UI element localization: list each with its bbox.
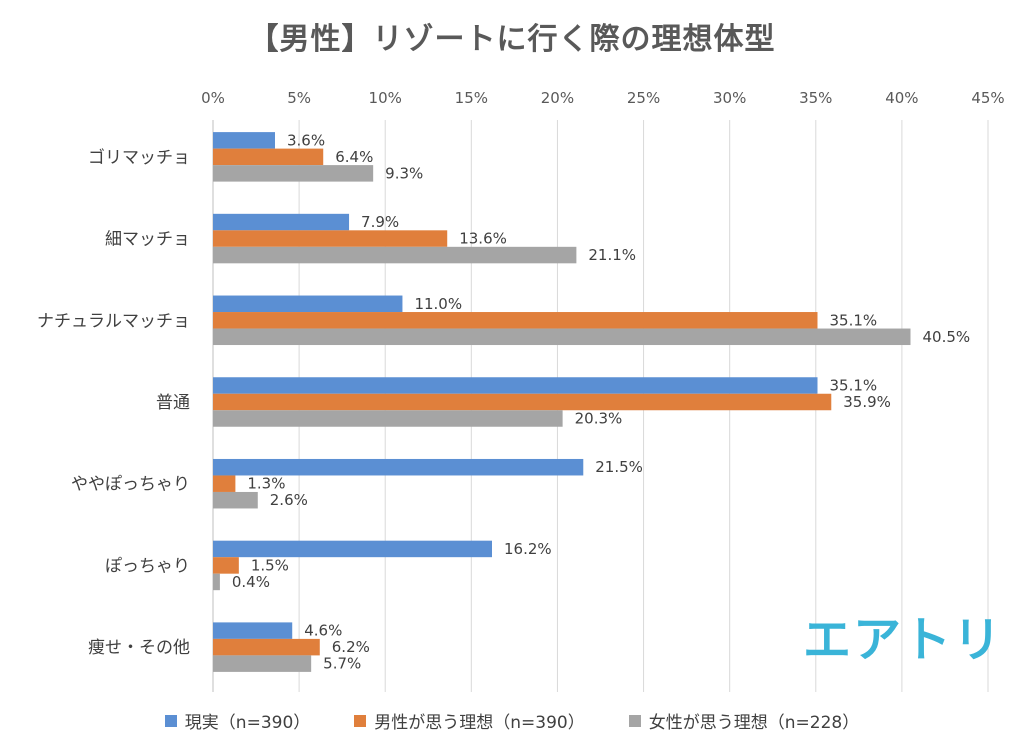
data-label: 11.0% <box>414 295 462 313</box>
data-label: 0.4% <box>232 573 270 591</box>
data-label: 35.9% <box>843 393 891 411</box>
category-label: 痩せ・その他 <box>88 638 190 658</box>
category-label: ナチュラルマッチョ <box>37 311 190 331</box>
x-tick-label: 10% <box>369 89 402 107</box>
legend-label: 男性が思う理想（n=390） <box>374 713 585 733</box>
bar <box>213 655 312 672</box>
data-label: 21.1% <box>588 246 636 264</box>
bar <box>213 491 258 509</box>
bar <box>213 148 324 166</box>
data-label: 21.5% <box>595 458 643 476</box>
brand-logo: エアトリ <box>803 612 1004 668</box>
legend-label: 現実（n=390） <box>184 713 311 733</box>
bar <box>213 622 293 639</box>
data-label: 5.7% <box>323 655 361 673</box>
bar <box>213 246 577 264</box>
x-tick-label: 25% <box>627 89 660 107</box>
legend-label: 女性が思う理想（n=228） <box>648 713 860 733</box>
bar <box>213 377 818 394</box>
data-label: 35.1% <box>830 311 878 329</box>
legend-swatch <box>354 714 367 727</box>
bar <box>213 573 220 591</box>
data-label: 4.6% <box>304 622 342 640</box>
category-label: ぽっちゃり <box>105 556 190 576</box>
data-label: 2.6% <box>270 491 308 509</box>
data-label: 9.3% <box>385 164 423 182</box>
bar <box>213 410 563 427</box>
bar <box>213 557 239 574</box>
x-tick-label: 0% <box>201 89 225 107</box>
bar <box>213 295 403 313</box>
bar <box>213 475 236 492</box>
bar <box>213 638 320 656</box>
category-label: ゴリマッチョ <box>88 147 190 168</box>
bar <box>213 230 448 247</box>
category-label: 普通 <box>156 393 190 413</box>
bar <box>213 540 492 558</box>
data-label: 16.2% <box>504 540 552 558</box>
bar <box>213 165 374 182</box>
bar <box>213 213 350 231</box>
data-label: 6.2% <box>332 638 370 656</box>
x-tick-label: 35% <box>799 89 832 107</box>
data-label: 1.3% <box>247 475 285 493</box>
x-tick-label: 15% <box>455 89 488 107</box>
legend-item: 男性が思う理想（n=390） <box>354 708 585 733</box>
x-tick-label: 45% <box>971 89 1004 107</box>
chart-legend: 現実（n=390） 男性が思う理想（n=390） 女性が思う理想（n=228） <box>0 708 1024 733</box>
legend-item: 女性が思う理想（n=228） <box>628 708 860 733</box>
category-label: 細マッチョ <box>105 230 190 250</box>
legend-swatch <box>164 714 177 727</box>
data-label: 20.3% <box>575 410 623 428</box>
category-label: ややぽっちゃり <box>71 475 190 495</box>
data-label: 6.4% <box>335 148 373 166</box>
bar <box>213 393 832 411</box>
bar <box>213 458 584 476</box>
data-label: 35.1% <box>830 377 878 395</box>
x-tick-label: 30% <box>713 89 746 107</box>
bar <box>213 328 911 346</box>
legend-swatch <box>628 714 641 727</box>
x-tick-label: 40% <box>885 89 918 107</box>
x-tick-label: 5% <box>287 89 311 107</box>
x-tick-label: 20% <box>541 89 574 107</box>
data-label: 3.6% <box>287 131 325 149</box>
chart-title: 【男性】リゾートに行く際の理想体型 <box>248 22 776 57</box>
legend-item: 現実（n=390） <box>164 708 311 733</box>
bar <box>213 132 275 149</box>
data-label: 13.6% <box>459 230 507 248</box>
bar <box>213 312 818 329</box>
data-label: 1.5% <box>251 556 289 574</box>
data-label: 40.5% <box>923 328 971 346</box>
data-label: 7.9% <box>361 213 399 231</box>
